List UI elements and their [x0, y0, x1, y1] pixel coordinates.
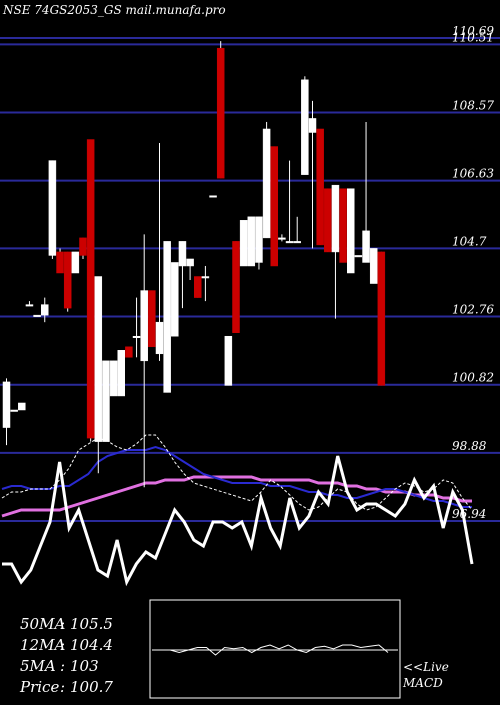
candle-body — [362, 230, 370, 263]
y-tick-label: 96.94 — [452, 507, 486, 521]
candle-body — [125, 346, 133, 358]
candle-body — [132, 335, 141, 338]
candle-body — [18, 402, 26, 411]
candle-body — [293, 241, 301, 244]
ma-line-12ma — [1, 445, 472, 508]
candle-body — [109, 360, 118, 397]
legend-50ma-value: 105.5 — [70, 615, 113, 633]
candle-body — [270, 146, 278, 267]
legend-price-sep: : — [60, 678, 65, 696]
macd-panel: <<Live MACD — [149, 599, 449, 699]
legend-12ma-value: 104.4 — [70, 636, 113, 654]
candle-body — [33, 314, 41, 317]
macd-live-label: <<Live — [403, 660, 449, 674]
candle-body — [255, 216, 263, 263]
candle-body — [339, 188, 347, 263]
candle-body — [155, 321, 164, 355]
legend-50ma-sep: : — [60, 615, 65, 633]
y-tick-label: 98.88 — [452, 439, 487, 453]
candle-body — [63, 251, 72, 309]
y-tick-label: 106.63 — [452, 167, 494, 181]
moving-average-lines — [1, 434, 474, 587]
candle-body — [171, 262, 179, 337]
candle-body — [56, 251, 64, 274]
candle-body — [148, 290, 156, 348]
macd-label: MACD — [402, 676, 443, 690]
candle-body — [140, 290, 148, 362]
ma-line-50ma — [1, 475, 472, 518]
candle-body — [369, 248, 378, 284]
macd-line — [152, 644, 389, 656]
candles — [2, 41, 386, 488]
y-tick-label: 100.82 — [452, 371, 494, 385]
candle-body — [232, 241, 240, 333]
y-tick-label: 110.69 — [452, 24, 494, 38]
y-tick-label: 108.57 — [452, 98, 494, 112]
candle-body — [216, 47, 225, 179]
candle-body — [209, 195, 217, 198]
candle-body — [41, 304, 49, 316]
candle-body — [331, 184, 340, 253]
candle-body — [347, 188, 355, 274]
candle-body — [79, 237, 87, 256]
y-tick-label: 104.7 — [452, 234, 487, 248]
candle-body — [48, 160, 57, 256]
legend: 50MA : 105.5 12MA : 104.4 5MA : 103 Pric… — [19, 615, 113, 696]
ma-line-price — [2, 455, 474, 587]
candle-body — [178, 241, 187, 267]
candle-body — [239, 220, 248, 267]
candle-body — [86, 139, 95, 439]
candle-body — [377, 251, 386, 386]
legend-5ma-label: 5MA — [20, 657, 56, 675]
legend-5ma-sep: : — [60, 657, 65, 675]
candle-body — [2, 381, 11, 428]
candle-body — [194, 276, 202, 298]
macd-box — [149, 599, 401, 699]
candle-body — [102, 360, 110, 442]
candle-body — [10, 409, 18, 412]
candle-body — [278, 237, 286, 240]
y-tick-label: 110.51 — [452, 30, 494, 44]
legend-12ma-sep: : — [60, 636, 65, 654]
candle-body — [224, 335, 233, 386]
legend-price-value: 100.7 — [70, 678, 113, 696]
candle-body — [285, 241, 294, 244]
ma-line-5ma — [1, 434, 473, 511]
y-tick-label: 102.76 — [452, 303, 494, 317]
candle-body — [316, 128, 324, 246]
candle-body — [301, 79, 309, 175]
candle-body — [262, 128, 271, 239]
candle-body — [201, 276, 210, 279]
candle-body — [117, 350, 125, 397]
candle-body — [71, 251, 80, 274]
candle-body — [94, 276, 103, 442]
candle-body — [247, 216, 256, 267]
candle-body — [324, 188, 332, 253]
macd-lines — [152, 644, 398, 656]
legend-50ma-label: 50MA — [20, 615, 65, 633]
candle-body — [186, 258, 194, 267]
candle-body — [25, 304, 34, 307]
legend-12ma-label: 12MA — [20, 636, 65, 654]
chart-title: NSE 74GS2053_GS mail.munafa.pro — [2, 3, 226, 17]
legend-5ma-value: 103 — [70, 657, 99, 675]
candle-body — [163, 241, 171, 393]
legend-price-label: Price — [19, 678, 59, 696]
candle-body — [308, 118, 317, 133]
candle-body — [354, 255, 363, 258]
